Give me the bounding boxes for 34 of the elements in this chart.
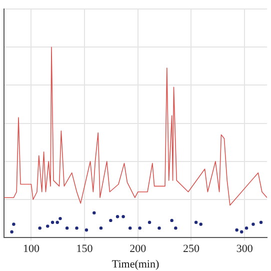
x-tick-label: 250 <box>182 243 200 256</box>
point <box>235 228 238 232</box>
x-tick-label: 150 <box>76 243 94 256</box>
point <box>116 215 120 218</box>
point <box>259 220 263 224</box>
point <box>199 222 202 226</box>
point <box>244 226 248 230</box>
x-tick-label: 100 <box>22 243 40 256</box>
x-tick-label: 300 <box>236 243 254 256</box>
point <box>38 226 42 230</box>
point <box>12 222 16 226</box>
point <box>138 226 142 230</box>
point <box>46 224 50 228</box>
x-axis-title: Time(min) <box>112 258 160 270</box>
point <box>75 226 78 230</box>
point <box>99 226 103 230</box>
point <box>58 216 62 220</box>
point <box>122 215 125 218</box>
point <box>56 220 59 224</box>
point <box>50 220 54 224</box>
point <box>194 220 198 224</box>
point <box>148 220 152 224</box>
point <box>158 226 161 230</box>
point <box>128 226 132 230</box>
point <box>170 218 174 222</box>
point <box>84 228 88 232</box>
point <box>10 230 14 234</box>
x-tick-label: 200 <box>130 243 147 256</box>
point <box>252 222 255 226</box>
point <box>92 211 96 214</box>
point <box>65 226 69 230</box>
point <box>109 218 112 222</box>
point <box>174 226 178 230</box>
point <box>240 230 244 234</box>
